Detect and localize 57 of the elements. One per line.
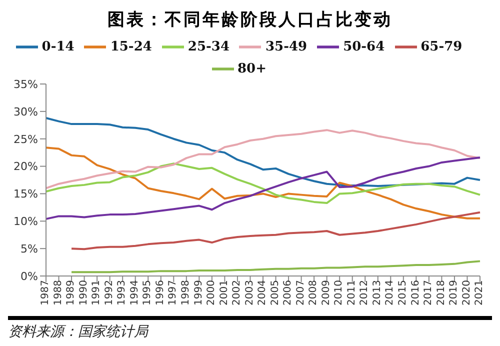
x-tick-label: 2001 bbox=[218, 280, 230, 306]
x-tick-label: 2012 bbox=[359, 280, 370, 306]
text: 资料来源：国家统计局 bbox=[8, 323, 150, 341]
x-tick-label: 1991 bbox=[91, 280, 102, 306]
line-series bbox=[70, 211, 481, 250]
line-series bbox=[45, 117, 481, 188]
legend-label: 50-64 bbox=[343, 39, 385, 54]
x-tick-label: 2016 bbox=[410, 280, 422, 306]
x-tick-label: 1995 bbox=[142, 280, 154, 306]
x-tick-label: 1997 bbox=[168, 280, 179, 306]
x-tick-label: 1989 bbox=[66, 280, 77, 306]
x-tick-label: 2009 bbox=[320, 280, 332, 306]
x-tick-label: 1996 bbox=[154, 280, 166, 306]
y-tick-label: 25% bbox=[14, 132, 38, 146]
x-tick-label: 1990 bbox=[78, 280, 90, 306]
x-tick-label: 2008 bbox=[308, 280, 320, 306]
x-tick-label: 2019 bbox=[448, 280, 460, 306]
x-tick-label: 2003 bbox=[244, 280, 256, 306]
x-tick-label: 2018 bbox=[436, 280, 447, 306]
line-series bbox=[45, 129, 481, 190]
y-tick-label: 20% bbox=[14, 160, 38, 174]
y-tick-label: 10% bbox=[14, 215, 38, 228]
x-tick-label: 2004 bbox=[257, 280, 268, 306]
x-tick-label: 2000 bbox=[206, 280, 218, 306]
y-tick-label: 5% bbox=[20, 242, 38, 256]
x-tick-label: 2014 bbox=[384, 280, 396, 306]
legend-label: 25-34 bbox=[188, 39, 230, 54]
x-tick-label: 1988 bbox=[52, 280, 64, 306]
legend-label: 80+ bbox=[238, 61, 266, 76]
x-tick-label: 1987 bbox=[40, 280, 52, 306]
x-tick-label: 1992 bbox=[104, 280, 115, 306]
y-tick-label: 15% bbox=[14, 188, 38, 201]
x-tick-label: 2021 bbox=[474, 280, 486, 306]
x-tick-label: 2007 bbox=[295, 280, 306, 306]
x-tick-label: 2020 bbox=[461, 280, 472, 306]
line-series bbox=[45, 162, 481, 204]
x-tick-label: 2011 bbox=[346, 280, 358, 306]
x-tick-label: 1993 bbox=[116, 280, 128, 306]
y-tick-label: 0% bbox=[20, 270, 38, 283]
y-tick-label: 30% bbox=[14, 105, 38, 118]
legend-label: 65-79 bbox=[420, 39, 462, 54]
x-tick-label: 1999 bbox=[193, 280, 204, 306]
legend-label: 0-14 bbox=[42, 39, 74, 54]
x-tick-label: 1998 bbox=[180, 280, 192, 306]
x-tick-label: 2005 bbox=[270, 280, 281, 306]
x-tick-label: 2002 bbox=[232, 280, 243, 306]
legend-label: 35-49 bbox=[265, 39, 308, 54]
legend-label: 15-24 bbox=[110, 39, 152, 54]
x-tick-label: 2010 bbox=[334, 280, 345, 306]
line-series bbox=[70, 260, 481, 274]
chart-title: 图表：不同年龄阶段人口占比变动 bbox=[106, 9, 394, 32]
y-tick-label: 35% bbox=[14, 78, 38, 91]
x-tick-label: 2015 bbox=[398, 280, 409, 306]
x-tick-label: 2006 bbox=[282, 280, 294, 306]
x-tick-label: 2017 bbox=[423, 280, 434, 306]
x-tick-label: 2013 bbox=[372, 280, 383, 306]
x-tick-label: 1994 bbox=[129, 280, 140, 306]
